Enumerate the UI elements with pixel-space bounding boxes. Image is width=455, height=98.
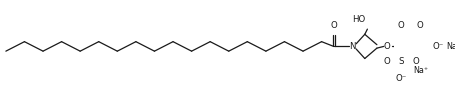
Text: S: S [398, 57, 404, 66]
Text: O: O [330, 21, 337, 30]
Text: O: O [398, 21, 404, 30]
Text: O⁻: O⁻ [395, 74, 407, 83]
Text: HO: HO [352, 15, 365, 24]
Text: Na⁺: Na⁺ [446, 42, 455, 51]
Text: O⁻: O⁻ [432, 42, 444, 51]
Text: O: O [384, 42, 391, 51]
Text: O: O [383, 57, 390, 66]
Text: N: N [349, 42, 356, 51]
Text: Na⁺: Na⁺ [413, 66, 428, 75]
Text: O: O [412, 57, 419, 66]
Text: O: O [417, 21, 424, 30]
